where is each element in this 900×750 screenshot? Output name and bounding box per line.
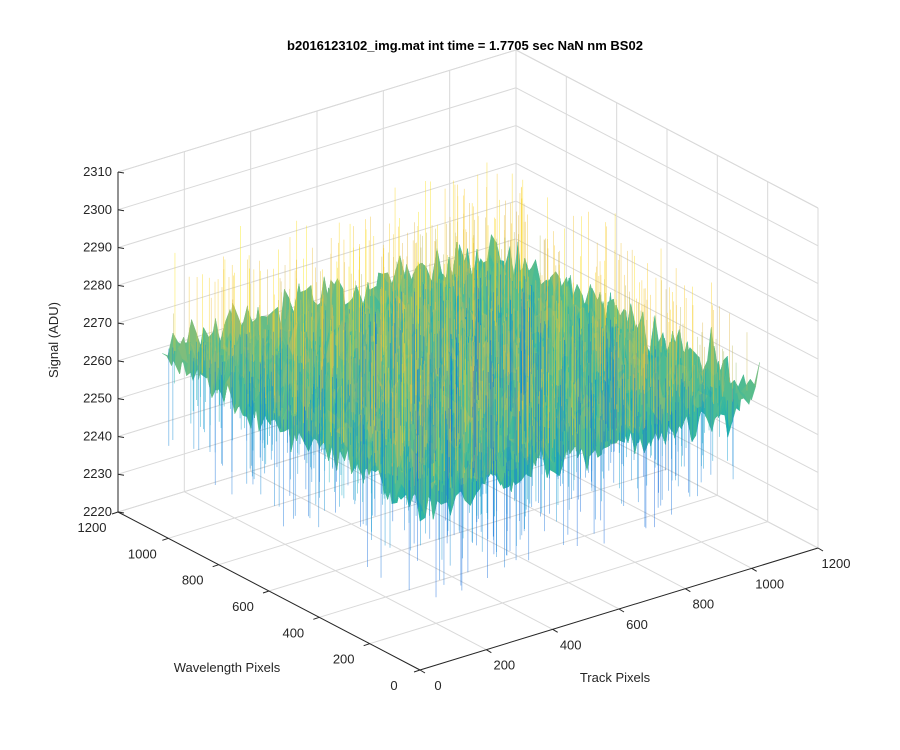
grid-line — [117, 200, 517, 324]
grid-line — [117, 162, 517, 286]
box-edge — [117, 49, 517, 173]
grid-line — [515, 200, 819, 360]
grid-line — [117, 87, 517, 211]
grid-line — [117, 125, 517, 249]
box-edge — [515, 49, 819, 209]
grid-line — [369, 521, 768, 645]
grid-line — [319, 494, 718, 618]
grid-line — [515, 238, 819, 398]
grid-line — [515, 87, 819, 247]
chart-title: b2016123102_img.mat int time = 1.7705 se… — [287, 38, 643, 53]
grid-line — [515, 125, 819, 284]
surface-data — [162, 162, 760, 598]
grid-line — [515, 162, 819, 322]
